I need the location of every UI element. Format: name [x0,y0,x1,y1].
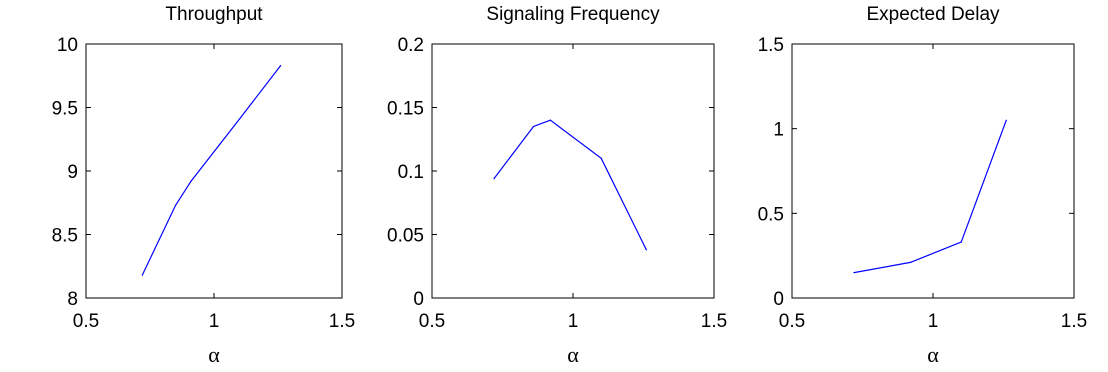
data-point [533,126,534,127]
y-tick-label: 1.5 [758,35,784,56]
x-tick-label: 1.5 [1061,311,1087,332]
axes-box [792,44,1074,298]
data-point [550,120,551,121]
data-point [239,118,240,119]
y-tick-label: 0.5 [758,204,784,225]
y-tick-label: 0 [773,289,784,310]
data-point [190,181,191,182]
chart-title: Signaling Frequency [486,4,660,25]
chart-title: Throughput [165,4,263,25]
y-tick-label: 0.1 [398,162,424,183]
y-tick-label: 1 [773,120,784,141]
y-tick-label: 0 [413,289,424,310]
data-point [175,205,176,206]
y-tick-label: 0.15 [387,99,424,120]
x-tick-label: 1 [928,311,939,332]
x-axis-label: α [567,342,579,367]
y-tick-label: 8.5 [52,226,78,247]
data-point [280,65,281,66]
y-tick-label: 10 [57,35,78,56]
axes-box [86,44,342,298]
chart-panel-1: Throughput 0.5 1 1.5 8 8.5 9 9.5 10 α [52,4,356,367]
x-tick-label: 1 [568,311,579,332]
y-tick-label: 0.2 [398,35,424,56]
x-tick-label: 1.5 [701,311,727,332]
data-point [142,275,143,276]
chart-panel-2: Signaling Frequency 0.5 1 1.5 0 0.05 0.1 0.15 0.… [387,4,727,367]
data-point [853,272,854,273]
x-tick-label: 0.5 [779,311,805,332]
data-point [601,158,602,159]
y-tick-label: 9 [67,162,78,183]
data-point [1006,120,1007,121]
data-point [493,178,494,179]
x-tick-label: 1 [209,311,220,332]
x-tick-label: 0.5 [419,311,445,332]
y-tick-label: 9.5 [52,99,78,120]
x-axis-label: α [208,342,220,367]
axes-box [432,44,714,298]
x-tick-label: 0.5 [73,311,99,332]
x-axis-label: α [927,342,939,367]
data-point [910,262,911,263]
data-point [646,249,647,250]
data-point [961,242,962,243]
chart-title: Expected Delay [866,4,1000,25]
x-tick-label: 1.5 [329,311,355,332]
y-tick-label: 8 [67,289,78,310]
y-tick-label: 0.05 [387,226,424,247]
